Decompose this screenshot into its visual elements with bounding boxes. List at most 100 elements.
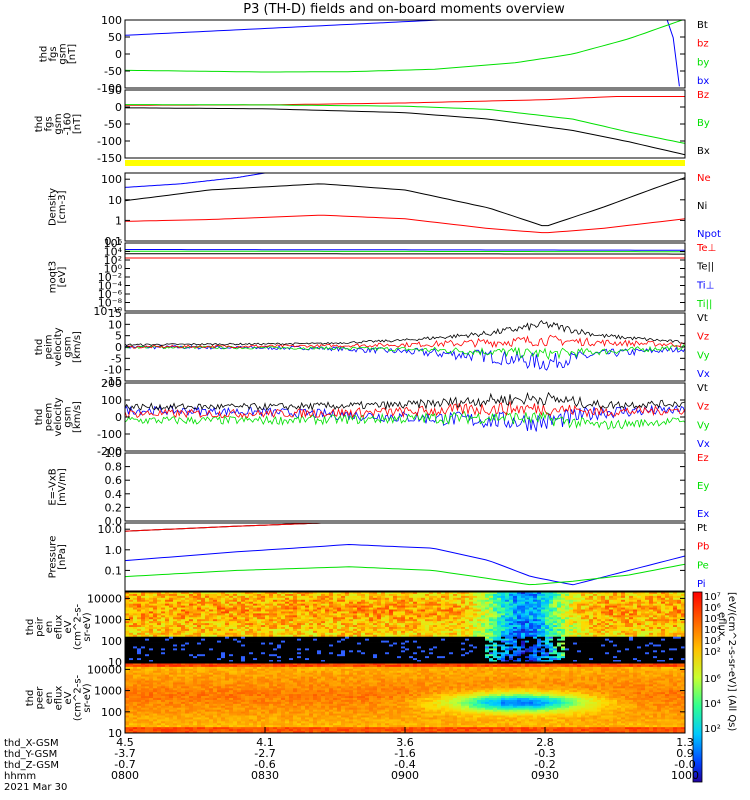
spectrogram-cell [169, 638, 174, 642]
spectrogram-cell [185, 619, 190, 622]
spectrogram-cell [133, 603, 138, 607]
spectrogram-cell [157, 595, 162, 599]
spectrogram-cell [621, 648, 626, 651]
spectrogram-cell [645, 621, 650, 624]
spectrogram-cell [585, 628, 590, 632]
spectrogram-cell [157, 617, 162, 620]
spectrogram-cell [249, 601, 254, 605]
spectrogram-cell [489, 592, 494, 595]
spectrogram-cell [573, 652, 578, 655]
spectrogram-cell [505, 654, 510, 657]
spectrogram-cell [473, 642, 478, 645]
spectrogram-cell [165, 660, 170, 662]
spectrogram-cell [265, 607, 270, 610]
spectrogram-cell [461, 601, 466, 605]
spectrogram-cell [421, 650, 426, 653]
legend-Vx: Vx [697, 439, 710, 450]
spectrogram-cell [525, 625, 530, 628]
spectrogram-cell [389, 611, 394, 614]
spectrogram-cell [237, 605, 242, 608]
spectrogram-cell [313, 609, 318, 612]
spectrogram-cell [505, 619, 510, 622]
spectrogram-cell [513, 638, 518, 642]
spectrogram-cell [365, 648, 370, 651]
spectrogram-cell [349, 658, 354, 661]
spectrogram-cell [389, 623, 394, 626]
spectrogram-cell [565, 627, 570, 630]
spectrogram-cell [129, 627, 134, 630]
spectrogram-cell [361, 632, 366, 636]
spectrogram-cell [489, 621, 494, 624]
spectrogram-cell [573, 628, 578, 632]
spectrogram-cell [345, 652, 350, 655]
spectrogram-cell [161, 632, 166, 636]
spectrogram-cell [281, 615, 286, 618]
spectrogram-cell [577, 630, 582, 634]
spectrogram-cell [373, 627, 378, 630]
series-Bx [125, 107, 685, 156]
spectrogram-cell [129, 632, 134, 636]
spectrogram-cell [433, 615, 438, 618]
spectrogram-cell [181, 613, 186, 616]
spectrogram-cell [369, 611, 374, 614]
spectrogram-cell [417, 597, 422, 601]
spectrogram-cell [349, 599, 354, 603]
spectrogram-cell [165, 628, 170, 632]
spectrogram-cell [333, 658, 338, 661]
spectrogram-cell [413, 630, 418, 634]
spectrogram-cell [265, 613, 270, 616]
spectrogram-cell [385, 617, 390, 620]
spectrogram-cell [557, 646, 562, 649]
spectrogram-cell [321, 613, 326, 616]
spectrogram-cell [297, 628, 302, 632]
spectrogram-cell [569, 611, 574, 614]
spectrogram-cell [225, 597, 230, 601]
spectrogram-cell [333, 621, 338, 624]
spectrogram-cell [185, 656, 190, 659]
spectrogram-cell [641, 628, 646, 632]
spectrogram-cell [445, 617, 450, 620]
spectrogram-cell [641, 613, 646, 616]
spectrogram-cell [337, 648, 342, 651]
spectrogram-cell [433, 634, 438, 638]
spectrogram-cell [285, 658, 290, 661]
spectrogram-cell [553, 652, 558, 655]
spectrogram-cell [441, 654, 446, 657]
spectrogram-cell [329, 619, 334, 622]
series-Bz [125, 96, 685, 106]
spectrogram-cell [241, 621, 246, 624]
spectrogram-cell [333, 597, 338, 601]
spectrogram-cell [617, 607, 622, 610]
spectrogram-cell [161, 658, 166, 661]
spectrogram-cell [537, 609, 542, 612]
spectrogram-cell [349, 654, 354, 657]
spectrogram-cell [169, 656, 174, 659]
spectrogram-cell [161, 642, 166, 645]
spectrogram-cell [601, 619, 606, 622]
panel-frame [124, 522, 686, 592]
spectrogram-cell [421, 658, 426, 661]
spectrogram-cell [377, 658, 382, 661]
spectrogram-cell [325, 611, 330, 614]
spectrogram-cell [373, 636, 378, 640]
spectrogram-cell [613, 630, 618, 634]
spectrogram-cell [573, 611, 578, 614]
spectrogram-cell [141, 615, 146, 618]
y-tick-label: 5 [115, 330, 122, 343]
legend-Te||: Te|| [696, 262, 714, 273]
spectrogram-cell [161, 599, 166, 603]
spectrogram-cell [293, 654, 298, 657]
spectrogram-cell [409, 613, 414, 616]
spectrogram-cell [429, 658, 434, 661]
spectrogram-cell [581, 638, 586, 642]
spectrogram-cell [345, 627, 350, 630]
spectrogram-cell [257, 617, 262, 620]
spectrogram-cell [193, 630, 198, 634]
spectrogram-cell [629, 656, 634, 659]
spectrogram-cell [317, 609, 322, 612]
spectrogram-cell [129, 605, 134, 608]
spectrogram-cell [357, 597, 362, 601]
spectrogram-cell [409, 630, 414, 634]
spectrogram-cell [285, 615, 290, 618]
spectrogram-cell [385, 652, 390, 655]
